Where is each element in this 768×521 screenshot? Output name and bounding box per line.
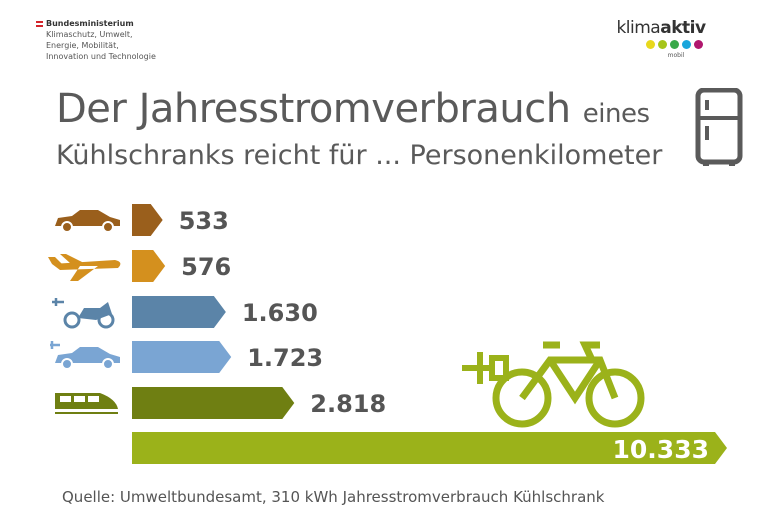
value-label: 10.333	[613, 435, 709, 464]
car-icon	[55, 210, 120, 233]
bar-airplane	[132, 250, 166, 282]
bar-e-bike	[132, 432, 727, 464]
value-label: 576	[181, 253, 231, 281]
train-icon	[55, 393, 118, 414]
logo-sub: mobil	[667, 52, 685, 59]
ministry-line: Bundesministerium	[46, 19, 134, 28]
logo-dot	[693, 40, 703, 49]
ministry-line: Klimaschutz, Umwelt,	[46, 30, 133, 39]
fridge-icon	[695, 88, 743, 166]
source-note: Quelle: Umweltbundesamt, 310 kWh Jahress…	[62, 488, 605, 506]
logo-dot	[681, 40, 691, 49]
value-label: 2.818	[310, 390, 386, 418]
e-motorcycle-icon	[52, 298, 115, 329]
ministry-line: Innovation und Technologie	[46, 52, 156, 61]
bar-train	[132, 387, 295, 419]
value-label: 1.723	[247, 344, 323, 372]
logo-dot	[657, 40, 667, 49]
ministry-logo: Bundesministerium Klimaschutz, Umwelt, E…	[36, 18, 156, 62]
title-line-1: Der Jahresstromverbrauch eines	[56, 86, 650, 132]
value-label: 533	[179, 207, 229, 235]
logo-dots	[632, 40, 716, 49]
logo-dot	[669, 40, 679, 49]
austria-flag-icon	[36, 21, 43, 27]
ministry-line: Energie, Mobilität,	[46, 41, 119, 50]
bar-car	[132, 204, 163, 236]
e-car-icon	[50, 341, 120, 370]
klimaaktiv-logo: klimaaktiv mobil	[606, 18, 716, 59]
title-line-2: Kühlschranks reicht für ... Personenkilo…	[56, 140, 663, 171]
bar-e-car	[132, 341, 232, 373]
e-bike-icon	[462, 341, 645, 428]
logo-dot	[645, 40, 655, 49]
bar-e-motorcycle	[132, 296, 226, 328]
value-label: 1.630	[242, 299, 318, 327]
airplane-icon	[48, 254, 121, 281]
